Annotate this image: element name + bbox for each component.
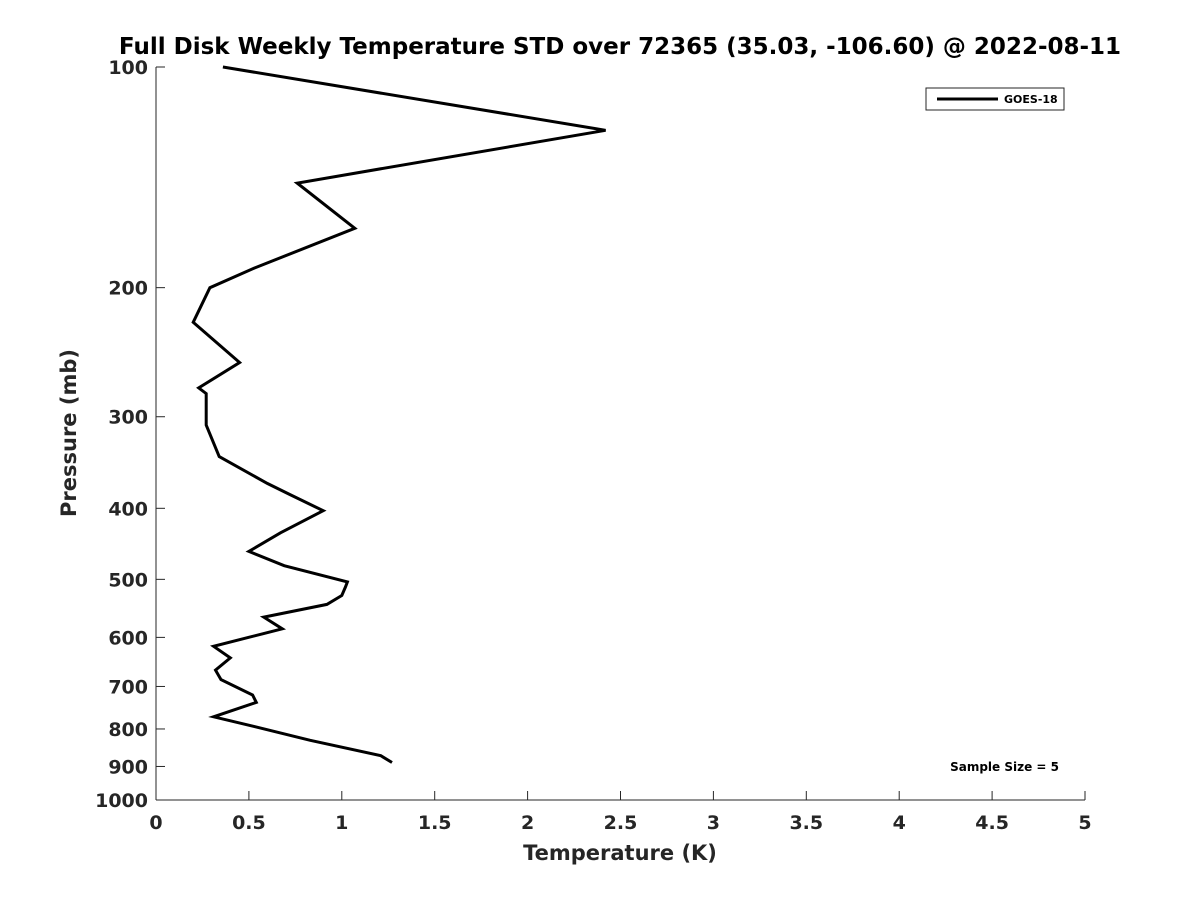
x-tick-label: 3.5	[789, 812, 823, 834]
y-tick-label: 700	[108, 676, 148, 698]
x-tick-label: 5	[1078, 812, 1091, 834]
x-tick-label: 4	[893, 812, 906, 834]
chart-title: Full Disk Weekly Temperature STD over 72…	[119, 34, 1121, 60]
y-tick-label: 800	[108, 719, 148, 741]
series-line-goes-18	[191, 65, 606, 764]
x-tick-label: 0.5	[232, 812, 266, 834]
x-tick-label: 1.5	[418, 812, 452, 834]
y-ticks-group: 100 200 300 400 500 600 700 800 900 1000	[95, 57, 165, 812]
x-tick-label: 2	[521, 812, 534, 834]
legend: GOES-18	[925, 87, 1065, 111]
x-tick-label: 0	[149, 812, 162, 834]
x-tick-label: 3	[707, 812, 720, 834]
x-tick-label: 1	[335, 812, 348, 834]
y-tick-label: 900	[108, 756, 148, 778]
x-tick-label: 4.5	[975, 812, 1009, 834]
y-tick-label: 100	[108, 57, 148, 79]
y-tick-label: 400	[108, 498, 148, 520]
legend-label-goes-18: GOES-18	[1004, 93, 1058, 106]
x-axis-label: Temperature (K)	[523, 841, 717, 865]
y-tick-label: 1000	[95, 790, 148, 812]
y-tick-label: 500	[108, 569, 148, 591]
y-tick-label: 600	[108, 627, 148, 649]
series-group	[191, 65, 606, 764]
y-tick-label: 200	[108, 278, 148, 300]
x-tick-label: 2.5	[604, 812, 638, 834]
x-ticks-group: 0 0.5 1 1.5 2 2.5 3 3.5 4 4.5 5	[149, 791, 1092, 834]
y-tick-label: 300	[108, 407, 148, 429]
sample-size-annotation: Sample Size = 5	[950, 760, 1059, 774]
y-axis-label: Pressure (mb)	[57, 349, 81, 517]
